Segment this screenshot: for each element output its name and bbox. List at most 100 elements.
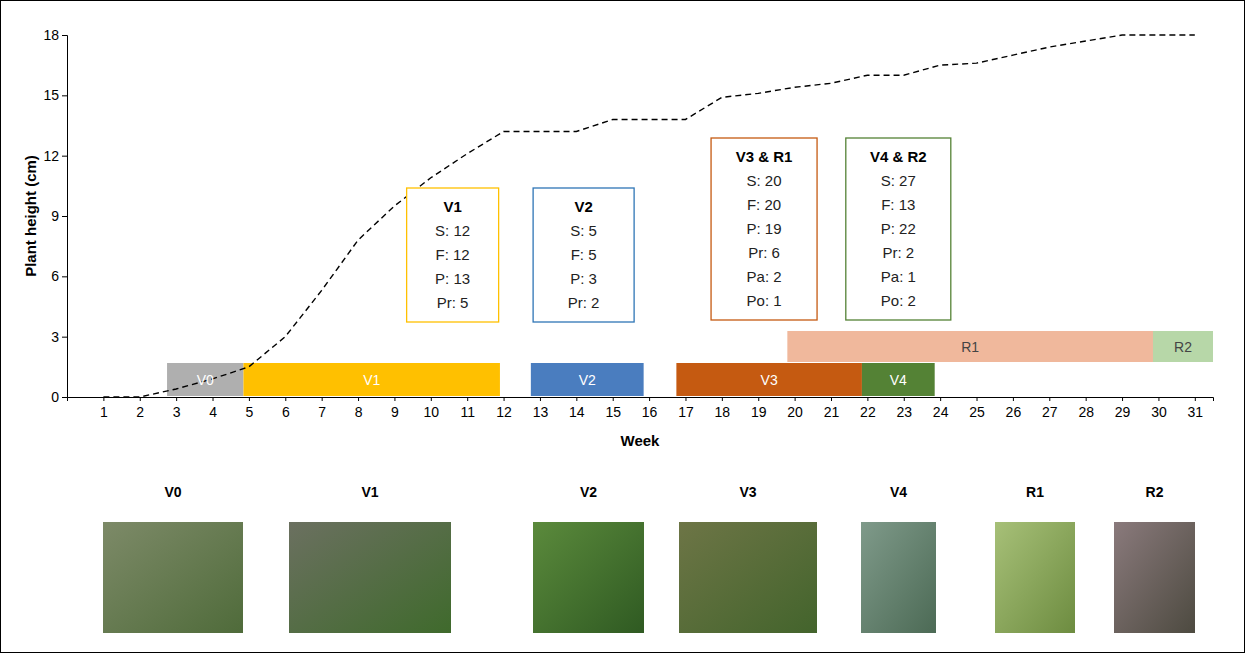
tick-label: 6 [282, 404, 290, 420]
photo [103, 522, 243, 633]
phase-label: V4 [890, 372, 907, 388]
figure-frame [1, 1, 1245, 653]
tick: 11 [460, 397, 475, 420]
tick-mark [1086, 397, 1087, 401]
tick-label: 1 [100, 404, 108, 420]
tick-mark [176, 397, 177, 401]
tick-label: 21 [824, 404, 840, 420]
annotation-box: V1S: 12F: 12P: 13Pr: 5 [407, 188, 499, 322]
annotation-title: V4 & R2 [870, 148, 927, 165]
photo [533, 522, 644, 633]
tick: 22 [860, 397, 876, 420]
annotation-line: Pr: 6 [748, 244, 780, 261]
annotation-line: Pr: 5 [437, 294, 469, 311]
tick-label: 22 [860, 404, 876, 420]
phase-bar [167, 363, 243, 396]
tick-mark [576, 397, 577, 401]
annotation-line: F: 13 [881, 196, 915, 213]
tick-label: 13 [533, 404, 549, 420]
phase-bar [531, 363, 644, 396]
annotation-title: V2 [574, 198, 592, 215]
tick-mark [831, 397, 832, 401]
tick: 16 [642, 397, 658, 420]
tick: 9 [51, 208, 67, 224]
annotation-line: P: 13 [435, 270, 470, 287]
annotation-line: Pa: 2 [747, 268, 782, 285]
tick: 18 [715, 397, 731, 420]
tick-mark [62, 276, 67, 277]
tick-mark [795, 397, 796, 401]
annotation-frame [407, 188, 499, 322]
tick: 12 [496, 397, 512, 420]
photo-label: R1 [1026, 484, 1044, 500]
tick-mark [285, 397, 286, 401]
tick-label: 2 [136, 404, 144, 420]
tick-mark [504, 397, 505, 401]
tick-label: 17 [678, 404, 694, 420]
tick-mark [977, 397, 978, 401]
annotation-line: Pr: 2 [882, 244, 914, 261]
annotation-frame [533, 188, 634, 322]
tick-label: 15 [43, 87, 59, 103]
tick-mark [1195, 397, 1196, 401]
tick-mark [358, 397, 359, 401]
tick: 14 [569, 397, 585, 420]
tick-label: 19 [751, 404, 767, 420]
tick-mark [394, 397, 395, 401]
annotation-frame [846, 138, 951, 320]
annotation-line: Po: 2 [881, 292, 916, 309]
tick: 3 [51, 329, 67, 345]
tick-label: 23 [896, 404, 912, 420]
tick-mark [904, 397, 905, 401]
photo [289, 522, 451, 633]
tick-label: 5 [246, 404, 254, 420]
tick: 15 [43, 87, 67, 103]
figure: V0V1V2V3V4R1R212345678910111213141516171… [0, 0, 1245, 653]
photo [1114, 522, 1195, 633]
tick: 20 [787, 397, 803, 420]
tick: 6 [51, 268, 67, 284]
photo-label: R2 [1146, 484, 1164, 500]
tick-label: 26 [1006, 404, 1022, 420]
tick-mark [1013, 397, 1014, 401]
annotation-frame [711, 138, 817, 320]
photo [995, 522, 1075, 633]
annotation-title: V1 [443, 198, 461, 215]
phase-label: V2 [579, 372, 596, 388]
tick-mark [62, 216, 67, 217]
tick: 31 [1188, 397, 1204, 420]
annotation-line: S: 20 [747, 172, 782, 189]
annotation-line: P: 3 [570, 270, 597, 287]
tick-mark [103, 397, 104, 401]
tick: 28 [1078, 397, 1094, 420]
tick: 19 [751, 397, 767, 420]
tick-mark [62, 397, 67, 398]
tick-label: 24 [933, 404, 949, 420]
tick: 10 [424, 397, 440, 420]
tick-mark [431, 397, 432, 401]
photo-label: V1 [361, 484, 378, 500]
tick-label: 18 [715, 404, 731, 420]
annotation-line: Po: 1 [747, 292, 782, 309]
tick-label: 15 [605, 404, 621, 420]
tick: 0 [51, 389, 67, 405]
annotation-box: V2S: 5F: 5P: 3Pr: 2 [533, 188, 634, 322]
tick-mark [249, 397, 250, 401]
annotation-title: V3 & R1 [736, 148, 793, 165]
phase-label: V3 [761, 372, 778, 388]
tick-mark [867, 397, 868, 401]
phase-bar [676, 363, 862, 396]
tick-mark [685, 397, 686, 401]
tick-mark [140, 397, 141, 401]
tick-mark [62, 95, 67, 96]
phase-label: R2 [1174, 339, 1192, 355]
x-axis: 1234567891011121314151617181920212223242… [68, 397, 1214, 420]
annotation-line: S: 5 [570, 222, 597, 239]
tick-mark [1122, 397, 1123, 401]
tick: 15 [605, 397, 621, 420]
tick-mark [62, 35, 67, 36]
height-line [103, 35, 1194, 397]
tick: 5 [246, 397, 254, 420]
tick: 2 [136, 397, 144, 420]
tick: 13 [533, 397, 549, 420]
